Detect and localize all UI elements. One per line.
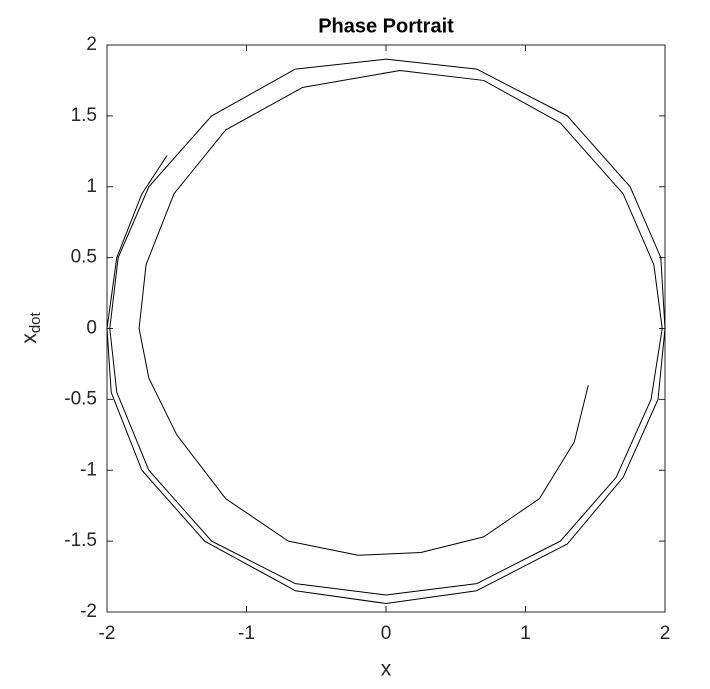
y-tick-label: -0.5 bbox=[64, 388, 97, 409]
y-tick-label: -2 bbox=[80, 601, 97, 622]
y-tick-label: 2 bbox=[86, 34, 97, 55]
x-tick-label: 2 bbox=[660, 623, 671, 644]
trajectory-line bbox=[106, 58, 666, 604]
y-axis-label-subscript: dot bbox=[27, 311, 44, 333]
y-tick-label: -1 bbox=[80, 459, 97, 480]
chart-title: Phase Portrait bbox=[318, 15, 454, 37]
x-tick-label: -2 bbox=[99, 623, 116, 644]
y-tick-label: 0.5 bbox=[71, 247, 97, 268]
x-axis-label: x bbox=[381, 658, 392, 681]
y-tick-label: 1.5 bbox=[71, 105, 97, 126]
x-tick-label: 1 bbox=[520, 623, 531, 644]
y-tick-label: 1 bbox=[86, 176, 97, 197]
y-axis-label: xdot bbox=[18, 311, 44, 343]
y-tick-label: -1.5 bbox=[64, 530, 97, 551]
x-tick-label: -1 bbox=[238, 623, 255, 644]
x-tick-label: 0 bbox=[381, 623, 392, 644]
y-tick-label: 0 bbox=[86, 318, 97, 339]
y-axis-label-base: x bbox=[18, 333, 41, 344]
